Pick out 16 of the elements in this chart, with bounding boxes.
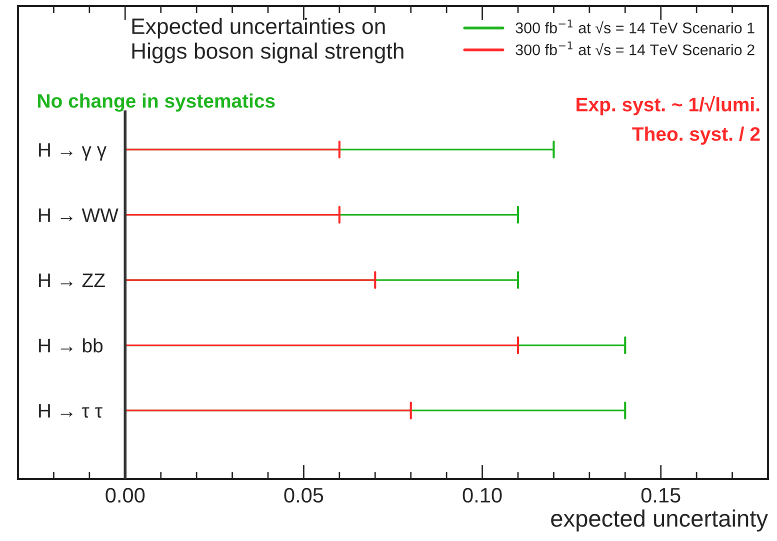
x-tick-label: 0.10 [462, 488, 502, 503]
x-axis-title: expected uncertainty [551, 510, 768, 532]
annotation: No change in systematics [38, 94, 275, 112]
y-tick-label: H → ZZ [39, 274, 105, 288]
legend-label: 300 fb$^{−1}$ at √s = 14 TeV Scenario 2 [516, 41, 754, 56]
annotation: Exp. syst. ~ 1/√lumi. [576, 96, 760, 116]
x-tick-label: 0.00 [106, 488, 145, 503]
y-tick-label: H → γ γ [39, 143, 107, 161]
chart-title: Expected uncertainties on Higgs boson signal strength [132, 18, 404, 64]
x-tick-label: 0.15 [641, 488, 680, 503]
legend-label: 300 fb$^{−1}$ at √s = 14 TeV Scenario 1 [516, 20, 754, 34]
annotation: Theo. syst. / 2 [632, 126, 760, 145]
y-tick-label: H → WW [39, 208, 118, 222]
y-tick-label: H → bb [39, 338, 103, 352]
x-tick-label: 0.05 [284, 488, 324, 503]
y-tick-label: H → τ τ [39, 404, 102, 418]
